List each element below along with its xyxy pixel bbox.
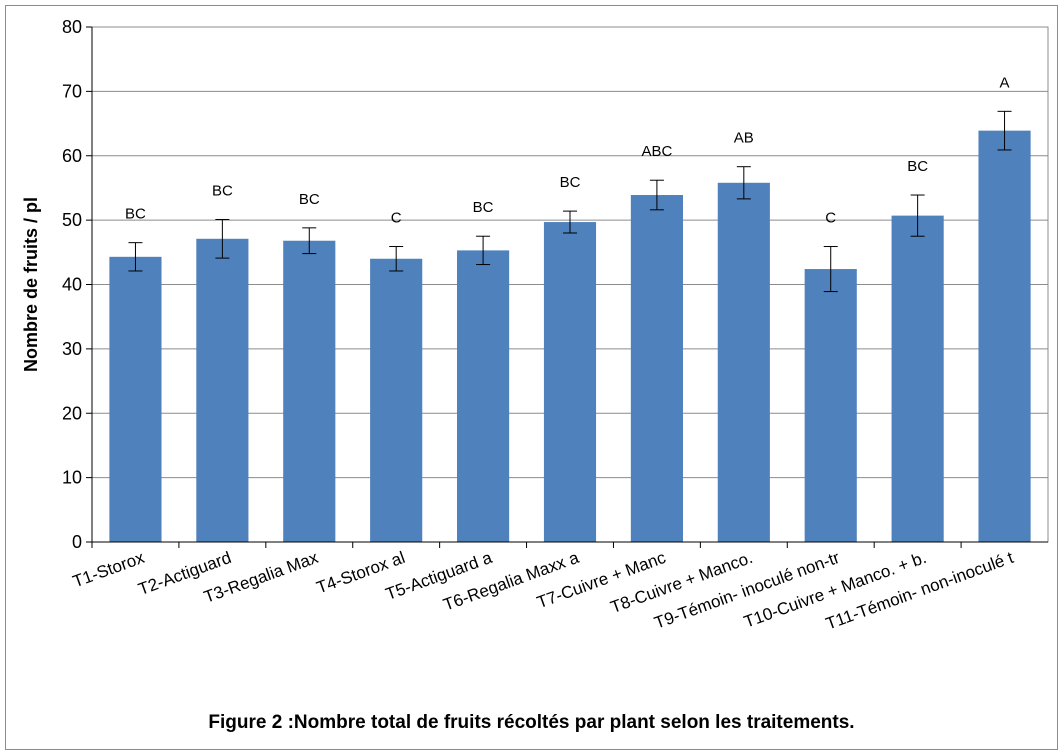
- significance-letter: BC: [125, 206, 146, 223]
- y-tick-label: 20: [62, 403, 82, 423]
- bar: [543, 222, 597, 542]
- y-tick-label: 60: [62, 146, 82, 166]
- y-axis-label: Nombre de fruits / pl: [21, 197, 41, 372]
- bar: [804, 269, 857, 542]
- error-bars: [128, 110, 1012, 293]
- bar: [370, 258, 423, 542]
- bar: [457, 250, 510, 542]
- significance-letter: ABC: [641, 143, 672, 160]
- bar: [891, 215, 944, 542]
- significance-letter: BC: [560, 174, 581, 191]
- significance-letter: AB: [734, 130, 754, 147]
- chart-frame: [5, 5, 1058, 750]
- significance-letter: BC: [473, 199, 494, 216]
- y-tick-label: 30: [62, 339, 82, 359]
- significance-letter: C: [825, 210, 836, 227]
- significance-letter: A: [1000, 74, 1010, 91]
- bar: [978, 130, 1031, 543]
- bars: [109, 130, 1031, 543]
- y-tick-label: 80: [62, 17, 82, 37]
- significance-letter: BC: [299, 191, 320, 208]
- y-tick-label: 10: [62, 468, 82, 488]
- x-tick-label: T1-Storox: [70, 548, 147, 592]
- bar: [196, 238, 249, 542]
- y-tick-label: 40: [62, 275, 82, 295]
- significance-letter: C: [391, 210, 402, 227]
- significance-letter: BC: [907, 158, 928, 175]
- figure-caption: Figure 2 :Nombre total de fruits récolté…: [208, 712, 855, 733]
- bar: [630, 195, 683, 543]
- y-tick-label: 50: [62, 210, 82, 230]
- bar: [717, 182, 770, 542]
- significance-letter: BC: [212, 182, 233, 199]
- y-tick-label: 0: [72, 532, 82, 552]
- y-tick-labels: 0 10 20 30 40 50 60 70 80: [62, 17, 82, 552]
- y-tick-label: 70: [62, 81, 82, 101]
- bar: [109, 256, 162, 542]
- axes: [86, 26, 1048, 548]
- bar: [283, 240, 336, 542]
